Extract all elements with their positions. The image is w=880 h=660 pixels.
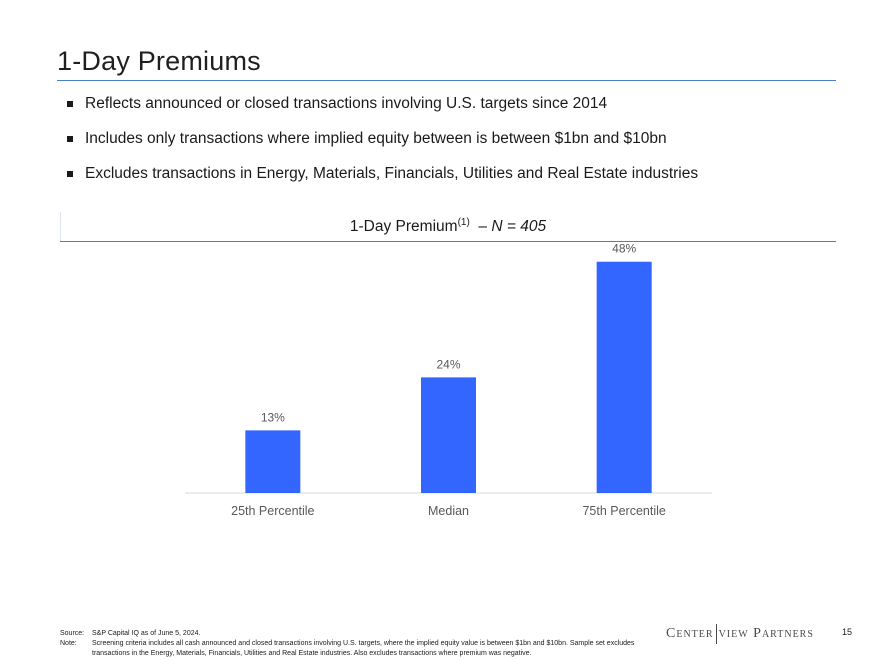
chart-title-footnote: (1) [457,217,470,228]
bullet-item: Reflects announced or closed transaction… [67,93,698,128]
footer-notes: Source: S&P Capital IQ as of June 5, 202… [60,629,652,659]
bar-3 [596,261,652,493]
bullet-list: Reflects announced or closed transaction… [67,93,698,198]
source-row: Source: S&P Capital IQ as of June 5, 202… [60,629,652,639]
title-divider [57,80,836,81]
bullet-item: Includes only transactions where implied… [67,128,698,163]
data-label-3: 48% [612,242,636,256]
chart-title-n: N = 405 [491,218,547,235]
company-logo: Center view Partners [666,624,814,644]
chart-title-divider [60,241,836,242]
slide-title: 1-Day Premiums [57,46,261,76]
chart-title-main: 1-Day Premium [349,218,458,235]
bullet-square-icon [67,101,73,107]
note-text: Screening criteria includes all cash ann… [92,640,635,657]
source-label: Source: [60,630,85,637]
chart-title-dash: – [478,218,488,235]
x-tick-label-1: 25th Percentile [231,504,314,518]
bar-1 [245,430,301,493]
bullet-square-icon [67,171,73,177]
source-text: S&P Capital IQ as of June 5, 2024. [92,630,201,637]
page-number: 15 [842,627,853,637]
x-tick-label-3: 75th Percentile [582,504,665,518]
bullet-item: Excludes transactions in Energy, Materia… [67,163,698,198]
data-label-2: 24% [436,357,460,371]
logo-part-1: Center [666,626,714,641]
note-row: Note: Screening criteria includes all ca… [60,639,652,659]
chart-title-left-rule [60,212,61,242]
logo-divider [715,624,717,644]
logo-part-2: view Partners [718,626,814,641]
chart-title: 1-Day Premium(1) – N = 405 [60,217,836,236]
x-tick-label-2: Median [428,504,469,518]
bar-2 [421,377,476,493]
bar-chart: 13% 25th Percentile 24% Median 48% 75th Perce… [185,242,712,518]
note-label: Note: [60,640,77,647]
bullet-square-icon [67,136,73,142]
data-label-1: 13% [261,410,285,424]
